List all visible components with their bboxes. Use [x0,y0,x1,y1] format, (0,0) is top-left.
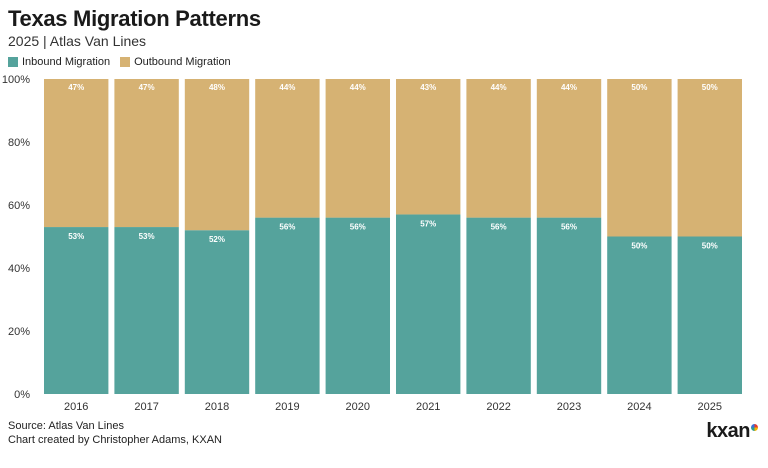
bar-outbound [536,79,602,218]
x-tick-label: 2018 [205,401,229,413]
bar-inbound [114,227,179,394]
bar-inbound [677,236,742,394]
data-label-outbound: 44% [350,83,366,92]
data-label-outbound: 48% [209,83,225,92]
kxan-logo: kxan [706,420,758,443]
chart-subtitle: 2025 | Atlas Van Lines [8,33,147,49]
x-tick-label: 2021 [416,401,440,413]
bar-outbound [396,79,461,215]
bar-outbound [325,79,390,218]
x-tick-label: 2024 [627,401,651,413]
data-label-inbound: 56% [350,223,366,232]
x-tick-label: 2019 [275,401,299,413]
bar-outbound [466,79,531,218]
data-label-outbound: 47% [68,83,84,92]
x-tick-label: 2016 [64,401,88,413]
logo-text: kxan [706,420,750,442]
bar-outbound [184,79,250,231]
y-tick-label: 100% [2,74,30,86]
x-tick-label: 2025 [698,401,722,413]
bar-outbound [607,79,672,237]
bar-inbound [536,217,602,394]
data-label-inbound: 53% [68,232,84,241]
data-label-inbound: 50% [631,242,647,251]
data-label-inbound: 57% [420,219,436,228]
y-tick-label: 0% [14,389,30,401]
logo-icon [751,424,758,431]
data-label-outbound: 43% [420,83,436,92]
legend-label-outbound: Outbound Migration [134,56,231,68]
data-label-inbound: 56% [491,223,507,232]
x-tick-label: 2017 [134,401,158,413]
data-label-outbound: 44% [279,83,295,92]
bar-inbound [44,227,109,394]
bar-outbound [255,79,320,218]
legend-swatch-outbound [120,57,131,67]
x-tick-label: 2022 [486,401,510,413]
legend-item-outbound: Outbound Migration [120,56,231,68]
data-label-inbound: 50% [702,242,718,251]
data-label-inbound: 53% [139,232,155,241]
legend-label-inbound: Inbound Migration [22,56,111,68]
bar-inbound [325,217,390,394]
y-tick-label: 80% [8,137,30,149]
x-tick-label: 2023 [557,401,581,413]
data-label-outbound: 44% [561,83,577,92]
credit-note: Chart created by Christopher Adams, KXAN [8,434,222,446]
data-label-inbound: 56% [279,223,295,232]
bar-inbound [184,230,250,394]
footer: Source: Atlas Van Lines Chart created by… [8,419,222,447]
bar-outbound [114,79,179,228]
data-label-inbound: 56% [561,223,577,232]
y-tick-label: 40% [8,263,30,275]
y-tick-label: 60% [8,200,30,212]
data-label-inbound: 52% [209,235,225,244]
legend-item-inbound: Inbound Migration [8,56,110,68]
data-label-outbound: 44% [491,83,507,92]
bar-inbound [466,217,531,394]
chart-title: Texas Migration Patterns [8,6,261,31]
data-label-outbound: 50% [631,83,647,92]
data-label-outbound: 47% [139,83,155,92]
bar-inbound [607,236,672,394]
source-note: Source: Atlas Van Lines [8,420,124,432]
bar-outbound [44,79,109,228]
bar-outbound [677,79,742,237]
x-tick-label: 2020 [346,401,370,413]
y-tick-label: 20% [8,326,30,338]
bar-inbound [255,217,320,394]
legend-swatch-inbound [8,57,18,67]
data-label-outbound: 50% [702,83,718,92]
bar-inbound [396,214,461,394]
legend: Inbound Migration Outbound Migration [8,56,235,68]
